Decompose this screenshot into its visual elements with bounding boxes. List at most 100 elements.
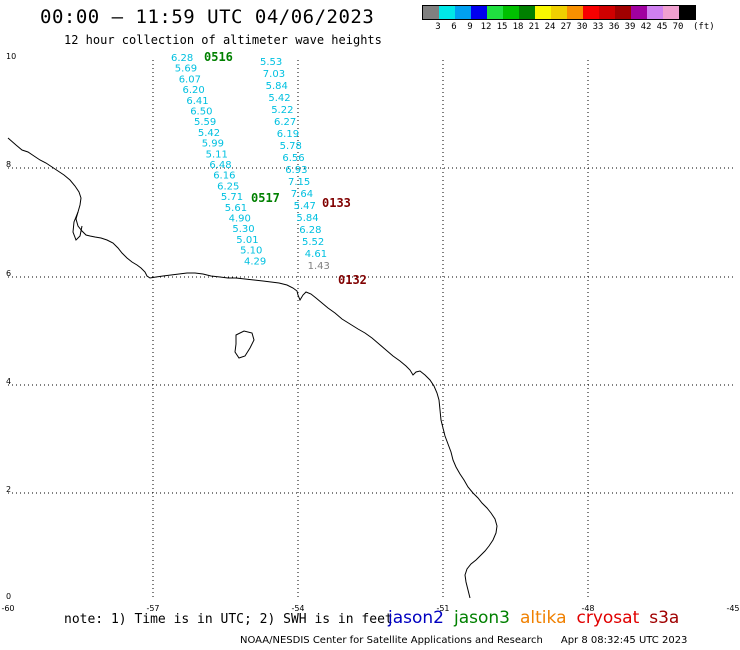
swh-value-label: 5.59: [194, 117, 216, 128]
legend-swatch: [583, 6, 599, 19]
legend-swatch: [567, 6, 583, 19]
y-axis-tick-label: 10: [6, 52, 16, 61]
legend-tick-label: 6: [451, 22, 457, 32]
swh-value-label: 7.64: [291, 189, 313, 200]
legend-swatch: [423, 6, 439, 19]
legend-tick-label: 24: [544, 22, 556, 32]
legend-tick-label: 21: [528, 22, 540, 32]
swh-value-label: 6.56: [282, 153, 304, 164]
legend-tick-label: 33: [592, 22, 604, 32]
legend-swatch: [487, 6, 503, 19]
swh-value-label: 6.25: [217, 181, 239, 192]
legend-tick-label: 70: [672, 22, 684, 32]
swh-value-label: 5.10: [240, 246, 262, 257]
swh-value-label: 6.28: [299, 225, 321, 236]
credit-line: NOAA/NESDIS Center for Satellite Applica…: [240, 635, 687, 646]
x-axis-tick-label: -57: [146, 604, 159, 613]
x-axis-tick-label: -48: [581, 604, 594, 613]
swh-value-label: 6.07: [179, 74, 201, 85]
legend-swatch: [615, 6, 631, 19]
legend-tick-label: 18: [512, 22, 524, 32]
swh-value-label: 6.48: [209, 160, 231, 171]
legend-tick-label: 30: [576, 22, 588, 32]
swh-value-label: 6.50: [190, 107, 212, 118]
swh-value-label: 5.71: [221, 192, 243, 203]
legend-swatch: [535, 6, 551, 19]
legend-tick-label: 42: [640, 22, 652, 32]
swh-value-label: 5.99: [202, 139, 224, 150]
swh-value-label: 5.84: [296, 213, 318, 224]
swh-value-label: 6.28: [171, 53, 193, 64]
swh-value-label: 6.93: [285, 165, 307, 176]
swh-value-label: 5.01: [236, 235, 258, 246]
swh-value-label: 5.42: [268, 93, 290, 104]
swh-labels: 6.285.696.076.206.416.505.595.425.995.11…: [171, 53, 330, 272]
page-subtitle: 12 hour collection of altimeter wave hei…: [64, 33, 382, 47]
coastline-river-estuary: [72, 211, 83, 241]
mission-legend: jason2 jason3 altika cryosat s3a: [388, 608, 689, 628]
legend-color-bar: [422, 5, 696, 20]
mission-label: altika: [520, 608, 567, 628]
legend-swatch: [679, 6, 695, 19]
legend-swatch: [551, 6, 567, 19]
mission-label: jason3: [454, 608, 510, 628]
legend-tick-label: 12: [480, 22, 492, 32]
legend-unit-label: (ft): [693, 22, 715, 32]
legend-swatch: [455, 6, 471, 19]
swh-value-label: 5.47: [294, 201, 316, 212]
mission-label: jason2: [388, 608, 444, 628]
swh-value-label: 5.42: [198, 128, 220, 139]
legend-tick-label: 36: [608, 22, 620, 32]
swh-value-label: 6.16: [213, 171, 235, 182]
swh-value-label: 6.20: [183, 85, 205, 96]
swh-value-label: 5.78: [280, 141, 302, 152]
swh-value-label: 5.11: [206, 149, 228, 160]
swh-value-label: 5.53: [260, 57, 282, 68]
legend-swatch: [519, 6, 535, 19]
legend-tick-label: 9: [467, 22, 473, 32]
legend-tick-label: 39: [624, 22, 636, 32]
swh-value-label: 6.41: [186, 96, 208, 107]
mission-label: cryosat: [576, 608, 640, 628]
legend-swatch: [471, 6, 487, 19]
credit-timestamp: Apr 8 08:32:45 UTC 2023: [560, 635, 688, 646]
legend-tick-labels: 3 6 9 12 15 18 21 24 27 30 33 36 39 42 45 70 (ft): [422, 20, 714, 34]
legend-tick-label: 45: [656, 22, 668, 32]
coastline-mainland: [7, 137, 498, 599]
y-axis-tick-label: 0: [6, 592, 11, 601]
x-axis-tick-label: -45: [726, 604, 739, 613]
mission-label: s3a: [649, 608, 680, 628]
y-axis-tick-label: 2: [6, 485, 11, 494]
legend-tick-label: 27: [560, 22, 572, 32]
y-axis-tick-label: 6: [6, 269, 11, 278]
swh-value-label: 4.29: [244, 256, 266, 267]
legend-tick-label: 3: [435, 22, 441, 32]
swh-value-label: 5.30: [232, 224, 254, 235]
credit-org: NOAA/NESDIS Center for Satellite Applica…: [240, 635, 543, 646]
swh-value-label: 5.22: [271, 105, 293, 116]
y-axis-tick-label: 4: [6, 377, 11, 386]
legend-swatch: [663, 6, 679, 19]
swh-value-label: 1.43: [308, 261, 330, 272]
coastline-island-small: [234, 330, 255, 359]
y-axis-tick-label: 8: [6, 160, 11, 169]
swh-value-label: 6.19: [277, 129, 299, 140]
legend-swatch: [503, 6, 519, 19]
legend-swatch: [647, 6, 663, 19]
swh-value-label: 5.84: [266, 81, 288, 92]
pass-label: 0133: [322, 196, 351, 210]
legend-swatch: [631, 6, 647, 19]
coastline: [7, 137, 498, 599]
pass-label: 0132: [338, 273, 367, 287]
grid-lines: [8, 60, 733, 600]
x-axis-tick-label: -60: [1, 604, 14, 613]
x-axis-tick-label: -54: [291, 604, 304, 613]
color-legend: 3 6 9 12 15 18 21 24 27 30 33 36 39 42 45 70 (ft): [422, 5, 715, 34]
swh-value-label: 4.61: [305, 249, 327, 260]
x-axis-tick-label: -51: [436, 604, 449, 613]
pass-label: 0517: [251, 191, 280, 205]
legend-tick-label: 15: [496, 22, 508, 32]
swh-value-label: 5.69: [175, 64, 197, 75]
legend-swatch: [439, 6, 455, 19]
